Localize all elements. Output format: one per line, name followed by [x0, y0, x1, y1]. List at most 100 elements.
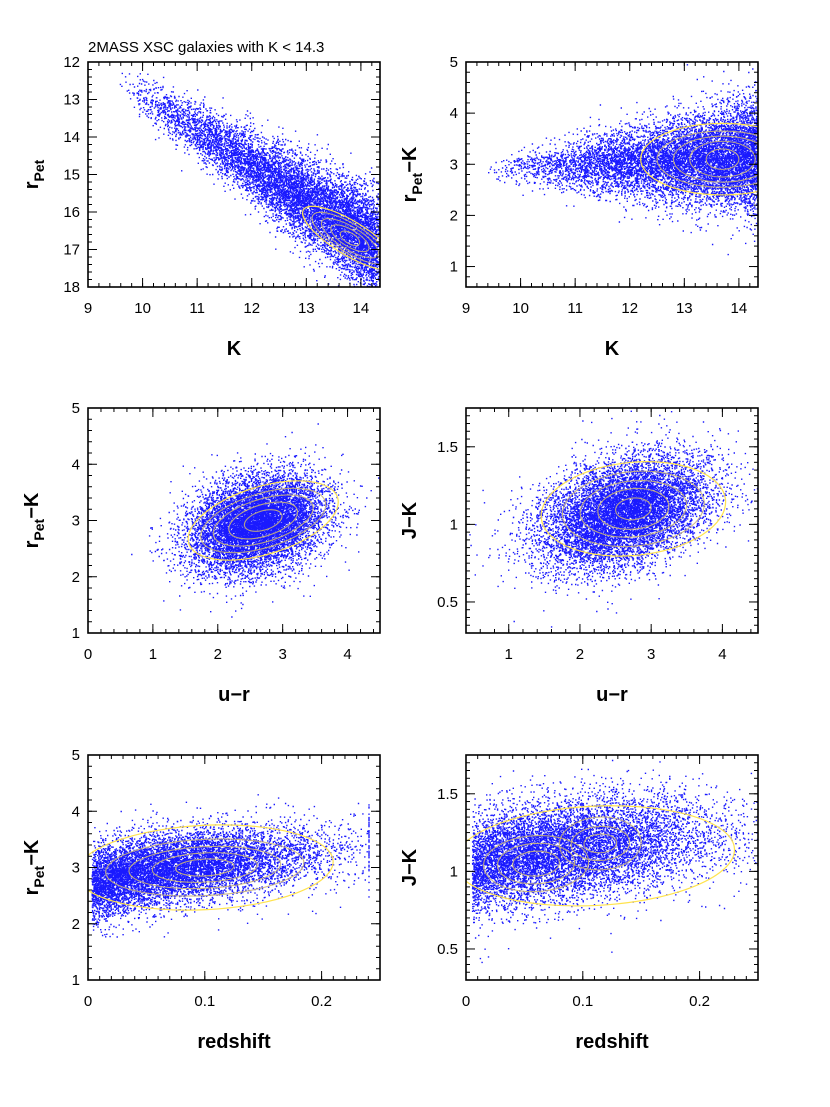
contour-level: [466, 805, 736, 907]
panel-p4: 1 2 3 4 0.5 1 1.5 u−r J−K: [399, 407, 759, 706]
data-points: [119, 72, 380, 287]
contours: [302, 205, 380, 271]
x-axis-label: u−r: [596, 684, 628, 706]
x-tick-label: 4: [343, 646, 351, 663]
plot-frame: [465, 754, 759, 981]
contour-level: [320, 218, 380, 259]
contour-level: [128, 845, 282, 890]
y-tick-label: 3: [72, 513, 80, 530]
x-tick-label: 1: [149, 646, 157, 663]
contour-level: [175, 858, 235, 877]
contour-level: [151, 852, 258, 883]
y-tick-label: 5: [72, 400, 80, 417]
contour-level: [88, 824, 334, 911]
contour-level: [672, 135, 758, 183]
contour-level: [339, 230, 361, 247]
scatter-points: [131, 423, 380, 618]
y-axis-label: rPet−K: [21, 839, 47, 895]
plot-frame: [465, 407, 759, 634]
contours: [466, 805, 736, 907]
x-axis-label: redshift: [575, 1031, 649, 1053]
contour-level: [187, 480, 339, 561]
x-axis-label: u−r: [218, 684, 250, 706]
x-tick-label: 10: [134, 300, 151, 317]
contour-level: [689, 140, 756, 178]
scatter-points: [488, 64, 758, 256]
contours: [187, 480, 339, 561]
y-tick-label: 12: [63, 54, 80, 71]
panel-p5: 0 0.1 0.2 1 2 3 4 5 redshift rPet−K: [21, 747, 381, 1053]
contours: [640, 122, 758, 196]
scatter-points: [119, 72, 380, 287]
y-tick-label: 5: [72, 747, 80, 764]
y-tick-label: 2: [72, 916, 80, 933]
x-tick-label: 11: [567, 300, 583, 317]
y-axis-label: J−K: [399, 501, 421, 539]
x-tick-label: 0: [462, 993, 470, 1010]
x-tick-label: 13: [676, 300, 693, 317]
x-tick-label: 1: [505, 646, 513, 663]
x-tick-label: 0.1: [572, 993, 593, 1010]
y-axis-label: rPet: [21, 159, 47, 189]
y-tick-label: 1: [72, 972, 80, 989]
contour-level: [212, 494, 314, 547]
y-tick-label: 0.5: [437, 594, 458, 611]
axis-ticks: 1 2 3 4 0.5 1 1.5: [437, 407, 758, 663]
contour-level: [579, 480, 688, 538]
data-points: [131, 423, 380, 618]
contour-level: [640, 122, 758, 196]
contour-level: [243, 509, 283, 532]
y-tick-label: 2: [450, 207, 458, 224]
panel-p6: 0 0.1 0.2 0.5 1 1.5 redshift J−K: [399, 754, 759, 1053]
y-tick-label: 1: [450, 259, 458, 276]
contour-level: [705, 148, 740, 170]
contour-level: [583, 833, 618, 854]
y-tick-label: 1.5: [437, 439, 458, 456]
x-tick-label: 0.2: [689, 993, 710, 1010]
y-tick-label: 1: [450, 863, 458, 880]
contour-level: [558, 816, 642, 871]
y-tick-label: 4: [450, 105, 458, 122]
y-tick-label: 1: [72, 625, 80, 642]
contours: [88, 824, 334, 911]
contour-level: [228, 501, 299, 540]
y-tick-label: 5: [450, 54, 458, 71]
contour-level: [497, 842, 576, 885]
y-tick-label: 17: [63, 242, 80, 259]
data-points: [471, 759, 758, 964]
x-tick-label: 3: [647, 646, 655, 663]
y-axis-label: rPet−K: [21, 492, 47, 548]
y-tick-label: 3: [72, 860, 80, 877]
contour-level: [105, 838, 305, 897]
contour-level: [570, 825, 631, 862]
scatter-points: [466, 410, 758, 628]
y-axis-label: rPet−K: [399, 146, 425, 202]
axis-ticks: 0 0.1 0.2 0.5 1 1.5: [437, 754, 759, 1010]
contour-level: [483, 835, 590, 893]
y-tick-label: 15: [63, 167, 80, 184]
x-tick-label: 13: [298, 300, 315, 317]
contour-level: [512, 850, 560, 877]
x-tick-label: 10: [512, 300, 529, 317]
y-axis-label: J−K: [399, 848, 421, 886]
y-tick-label: 0.5: [437, 941, 458, 958]
y-tick-label: 13: [63, 92, 80, 109]
x-tick-label: 0.2: [311, 993, 332, 1010]
y-tick-label: 4: [72, 803, 80, 820]
data-points: [488, 64, 758, 256]
axis-ticks: 9 10 11 12 13 14 12 13 14 15 16 17 18: [63, 54, 380, 317]
contour-level: [311, 211, 380, 265]
contour-level: [561, 470, 705, 548]
contour-level: [615, 497, 652, 521]
x-tick-label: 2: [576, 646, 584, 663]
y-tick-label: 1.5: [437, 786, 458, 803]
scatter-points: [91, 794, 370, 938]
y-tick-label: 14: [63, 129, 80, 146]
y-tick-label: 3: [450, 156, 458, 173]
